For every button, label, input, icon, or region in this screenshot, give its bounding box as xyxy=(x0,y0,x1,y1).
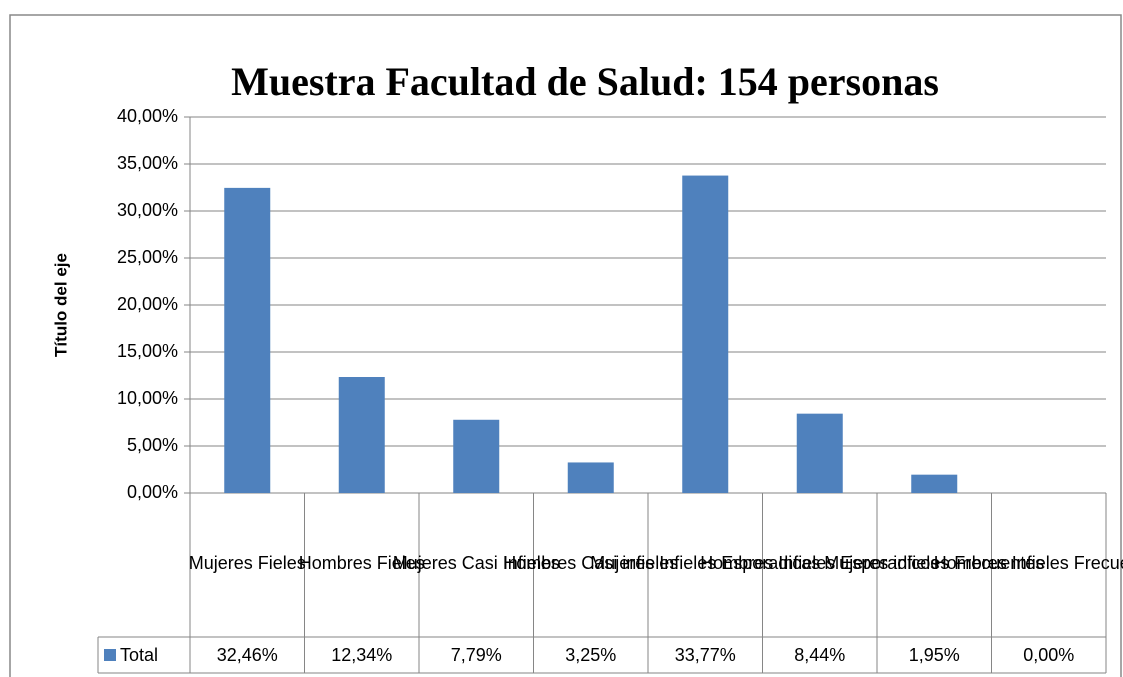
x-tick-label: Mujeres Infieles Esporadicas xyxy=(590,553,820,573)
y-tick-label: 0,00% xyxy=(127,482,178,502)
data-table-value: 12,34% xyxy=(331,645,392,665)
y-tick-label: 10,00% xyxy=(117,388,178,408)
x-tick-label: Hombres Fieles xyxy=(299,553,425,573)
y-axis-title: Título del eje xyxy=(51,253,70,357)
x-tick-label: Mujeres Casi Infieles xyxy=(393,553,560,573)
y-tick-label: 40,00% xyxy=(117,106,178,126)
bar xyxy=(796,413,843,493)
bar xyxy=(682,175,729,493)
bar xyxy=(224,187,271,493)
x-tick-label: Hombres Casi infieles xyxy=(503,553,678,573)
x-tick-label: Hombres Infieles Frecuentes xyxy=(934,553,1123,573)
bar xyxy=(338,377,385,493)
legend-key xyxy=(104,649,116,661)
y-tick-label: 15,00% xyxy=(117,341,178,361)
y-tick-label: 35,00% xyxy=(117,153,178,173)
bar xyxy=(911,474,958,493)
bar xyxy=(567,462,614,493)
legend-label: Total xyxy=(120,645,158,665)
x-tick-label: Mujeres Fieles xyxy=(189,553,306,573)
data-table-value: 0,00% xyxy=(1023,645,1074,665)
bar xyxy=(453,419,500,493)
chart-border xyxy=(9,14,1122,677)
y-tick-label: 20,00% xyxy=(117,294,178,314)
x-tick-label: Hombres Infieles Esporadicos xyxy=(700,553,939,573)
data-table-value: 33,77% xyxy=(675,645,736,665)
chart-title: Muestra Facultad de Salud: 154 personas xyxy=(231,59,939,104)
data-table-value: 7,79% xyxy=(451,645,502,665)
data-table-value: 3,25% xyxy=(565,645,616,665)
x-tick-label: Mujeres infieles Frecuentes xyxy=(824,553,1044,573)
y-tick-label: 30,00% xyxy=(117,200,178,220)
data-table-value: 8,44% xyxy=(794,645,845,665)
y-tick-label: 5,00% xyxy=(127,435,178,455)
y-tick-label: 25,00% xyxy=(117,247,178,267)
data-table-value: 1,95% xyxy=(909,645,960,665)
data-table-value: 32,46% xyxy=(217,645,278,665)
